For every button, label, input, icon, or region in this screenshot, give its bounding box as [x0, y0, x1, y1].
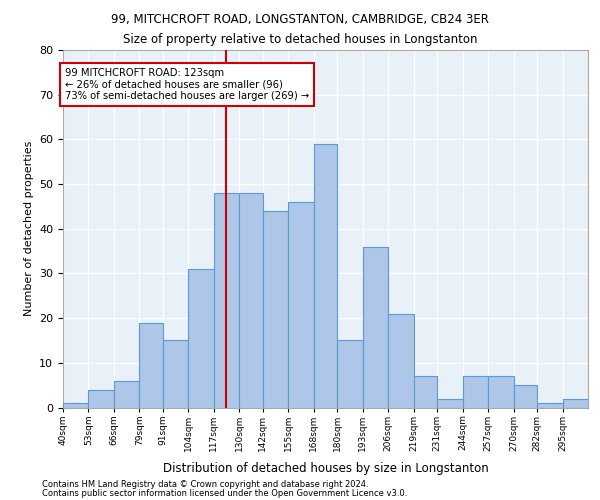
Text: 99 MITCHCROFT ROAD: 123sqm
← 26% of detached houses are smaller (96)
73% of semi: 99 MITCHCROFT ROAD: 123sqm ← 26% of deta…: [65, 68, 309, 101]
Bar: [263, 211, 288, 408]
Text: Contains HM Land Registry data © Crown copyright and database right 2024.: Contains HM Land Registry data © Crown c…: [42, 480, 368, 489]
Bar: [188, 269, 214, 407]
Text: 99, MITCHCROFT ROAD, LONGSTANTON, CAMBRIDGE, CB24 3ER: 99, MITCHCROFT ROAD, LONGSTANTON, CAMBRI…: [111, 12, 489, 26]
Y-axis label: Number of detached properties: Number of detached properties: [23, 141, 34, 316]
Bar: [288, 202, 314, 408]
Bar: [514, 385, 537, 407]
Bar: [537, 403, 563, 407]
X-axis label: Distribution of detached houses by size in Longstanton: Distribution of detached houses by size …: [163, 462, 488, 475]
Bar: [463, 376, 488, 408]
Bar: [488, 376, 514, 408]
Bar: [163, 340, 188, 407]
Bar: [239, 193, 263, 408]
Bar: [314, 144, 337, 407]
Bar: [437, 398, 463, 407]
Text: Contains public sector information licensed under the Open Government Licence v3: Contains public sector information licen…: [42, 489, 407, 498]
Bar: [337, 340, 363, 407]
Bar: [114, 380, 139, 407]
Bar: [88, 390, 114, 407]
Bar: [413, 376, 437, 408]
Bar: [363, 246, 388, 408]
Text: Size of property relative to detached houses in Longstanton: Size of property relative to detached ho…: [123, 32, 477, 46]
Bar: [388, 314, 413, 408]
Bar: [63, 403, 88, 407]
Bar: [214, 193, 239, 408]
Bar: [563, 398, 588, 407]
Bar: [139, 322, 163, 408]
